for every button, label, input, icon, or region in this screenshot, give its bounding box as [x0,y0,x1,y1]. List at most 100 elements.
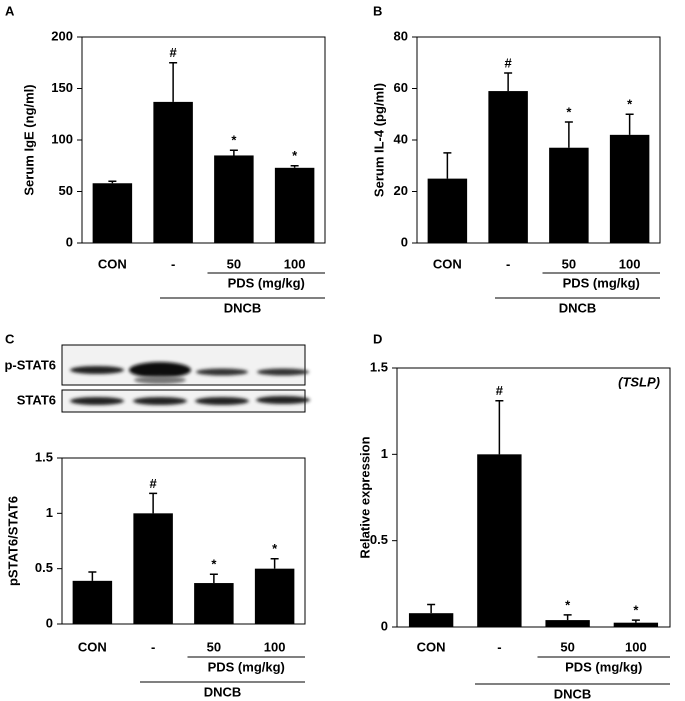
band [134,376,186,384]
bar [274,167,315,243]
bar [153,101,193,243]
group-label: DNCB [554,686,592,701]
x-tick-label: 50 [207,639,221,654]
panel-letter: D [373,331,382,346]
panel-letter: B [373,3,382,18]
bar [92,183,133,243]
band [129,362,191,378]
y-axis-label: Relative expression [357,436,372,558]
x-tick-label: - [497,639,501,654]
plot-frame [61,457,306,625]
y-tick-label: 100 [51,131,73,146]
bar [408,613,454,627]
error-bar [563,614,572,621]
y-axis-label: Serum IL-4 (pg/ml) [371,83,386,197]
y-tick-label: 0 [66,234,73,249]
panel-letter: A [5,3,15,18]
blot: p-STAT6 STAT6 [4,344,310,413]
x-tick-label: - [171,256,175,271]
bar [194,583,234,624]
significance-marker: * [211,557,217,572]
error-bar [290,165,299,168]
subgroup-label: PDS (mg/kg) [563,275,640,290]
x-tick-label: CON [78,639,107,654]
x-tick-label: CON [433,256,462,271]
y-tick-label: 200 [51,28,73,43]
bar [477,454,522,627]
significance-marker: # [150,476,158,491]
error-bar [209,573,218,584]
y-axis-label: pSTAT6/STAT6 [5,496,20,586]
error-bar [625,113,634,135]
bar [133,513,173,624]
x-tick-label: 50 [562,256,576,271]
subgroup-label: PDS (mg/kg) [228,275,305,290]
y-tick-label: 80 [394,28,408,43]
bar [72,580,113,624]
band [133,397,187,405]
error-bar [427,603,436,614]
significance-marker: # [496,383,504,398]
blot-label: p-STAT6 [4,357,56,372]
significance-marker: * [565,597,571,612]
error-bar [149,492,158,514]
y-tick-label: 0 [401,234,408,249]
x-tick-label: 100 [625,639,647,654]
bar [254,568,295,624]
y-tick-label: 0.5 [35,560,53,575]
blot-label: STAT6 [17,392,56,407]
subgroup-label: PDS (mg/kg) [565,659,642,674]
y-tick-label: 1 [46,505,53,520]
significance-marker: * [633,603,639,618]
bar [427,178,468,243]
y-tick-label: 40 [394,131,408,146]
error-bar [504,72,513,92]
x-tick-label: CON [417,639,446,654]
group-label: DNCB [224,300,262,315]
x-tick-label: 100 [264,639,286,654]
band [196,368,248,376]
error-bar [564,121,573,148]
y-tick-label: 1 [381,446,388,461]
y-tick-label: 1.5 [35,449,53,464]
y-tick-label: 1.5 [370,359,388,374]
significance-marker: * [231,133,237,148]
band [257,368,309,376]
bar [609,134,650,243]
bar [214,155,254,243]
band [70,366,124,374]
error-bar [631,619,640,623]
band [195,397,249,405]
significance-marker: * [627,97,633,112]
group-label: DNCB [559,300,597,315]
y-tick-label: 0 [46,615,53,630]
bar [613,622,659,627]
plot-frame [396,367,671,628]
x-tick-label: 50 [560,639,574,654]
error-bar [88,571,97,581]
error-bar [443,152,452,179]
x-tick-label: 100 [619,256,641,271]
error-bar [108,180,117,184]
error-bar [270,557,279,569]
y-tick-label: 150 [51,80,73,95]
significance-marker: * [272,541,278,556]
x-tick-label: - [151,639,155,654]
annotation: (TSLP) [618,374,660,389]
x-tick-label: 100 [284,256,306,271]
x-tick-label: CON [98,256,127,271]
band [70,397,124,405]
bar [488,91,528,243]
x-tick-label: 50 [227,256,241,271]
significance-marker: * [566,104,572,119]
error-bar [169,62,178,102]
significance-marker: # [170,45,178,60]
y-tick-label: 60 [394,80,408,95]
y-axis-label: Serum IgE (ng/ml) [21,84,36,195]
error-bar [229,149,238,156]
significance-marker: # [505,55,513,70]
y-tick-label: 50 [59,183,73,198]
bar [545,620,590,627]
